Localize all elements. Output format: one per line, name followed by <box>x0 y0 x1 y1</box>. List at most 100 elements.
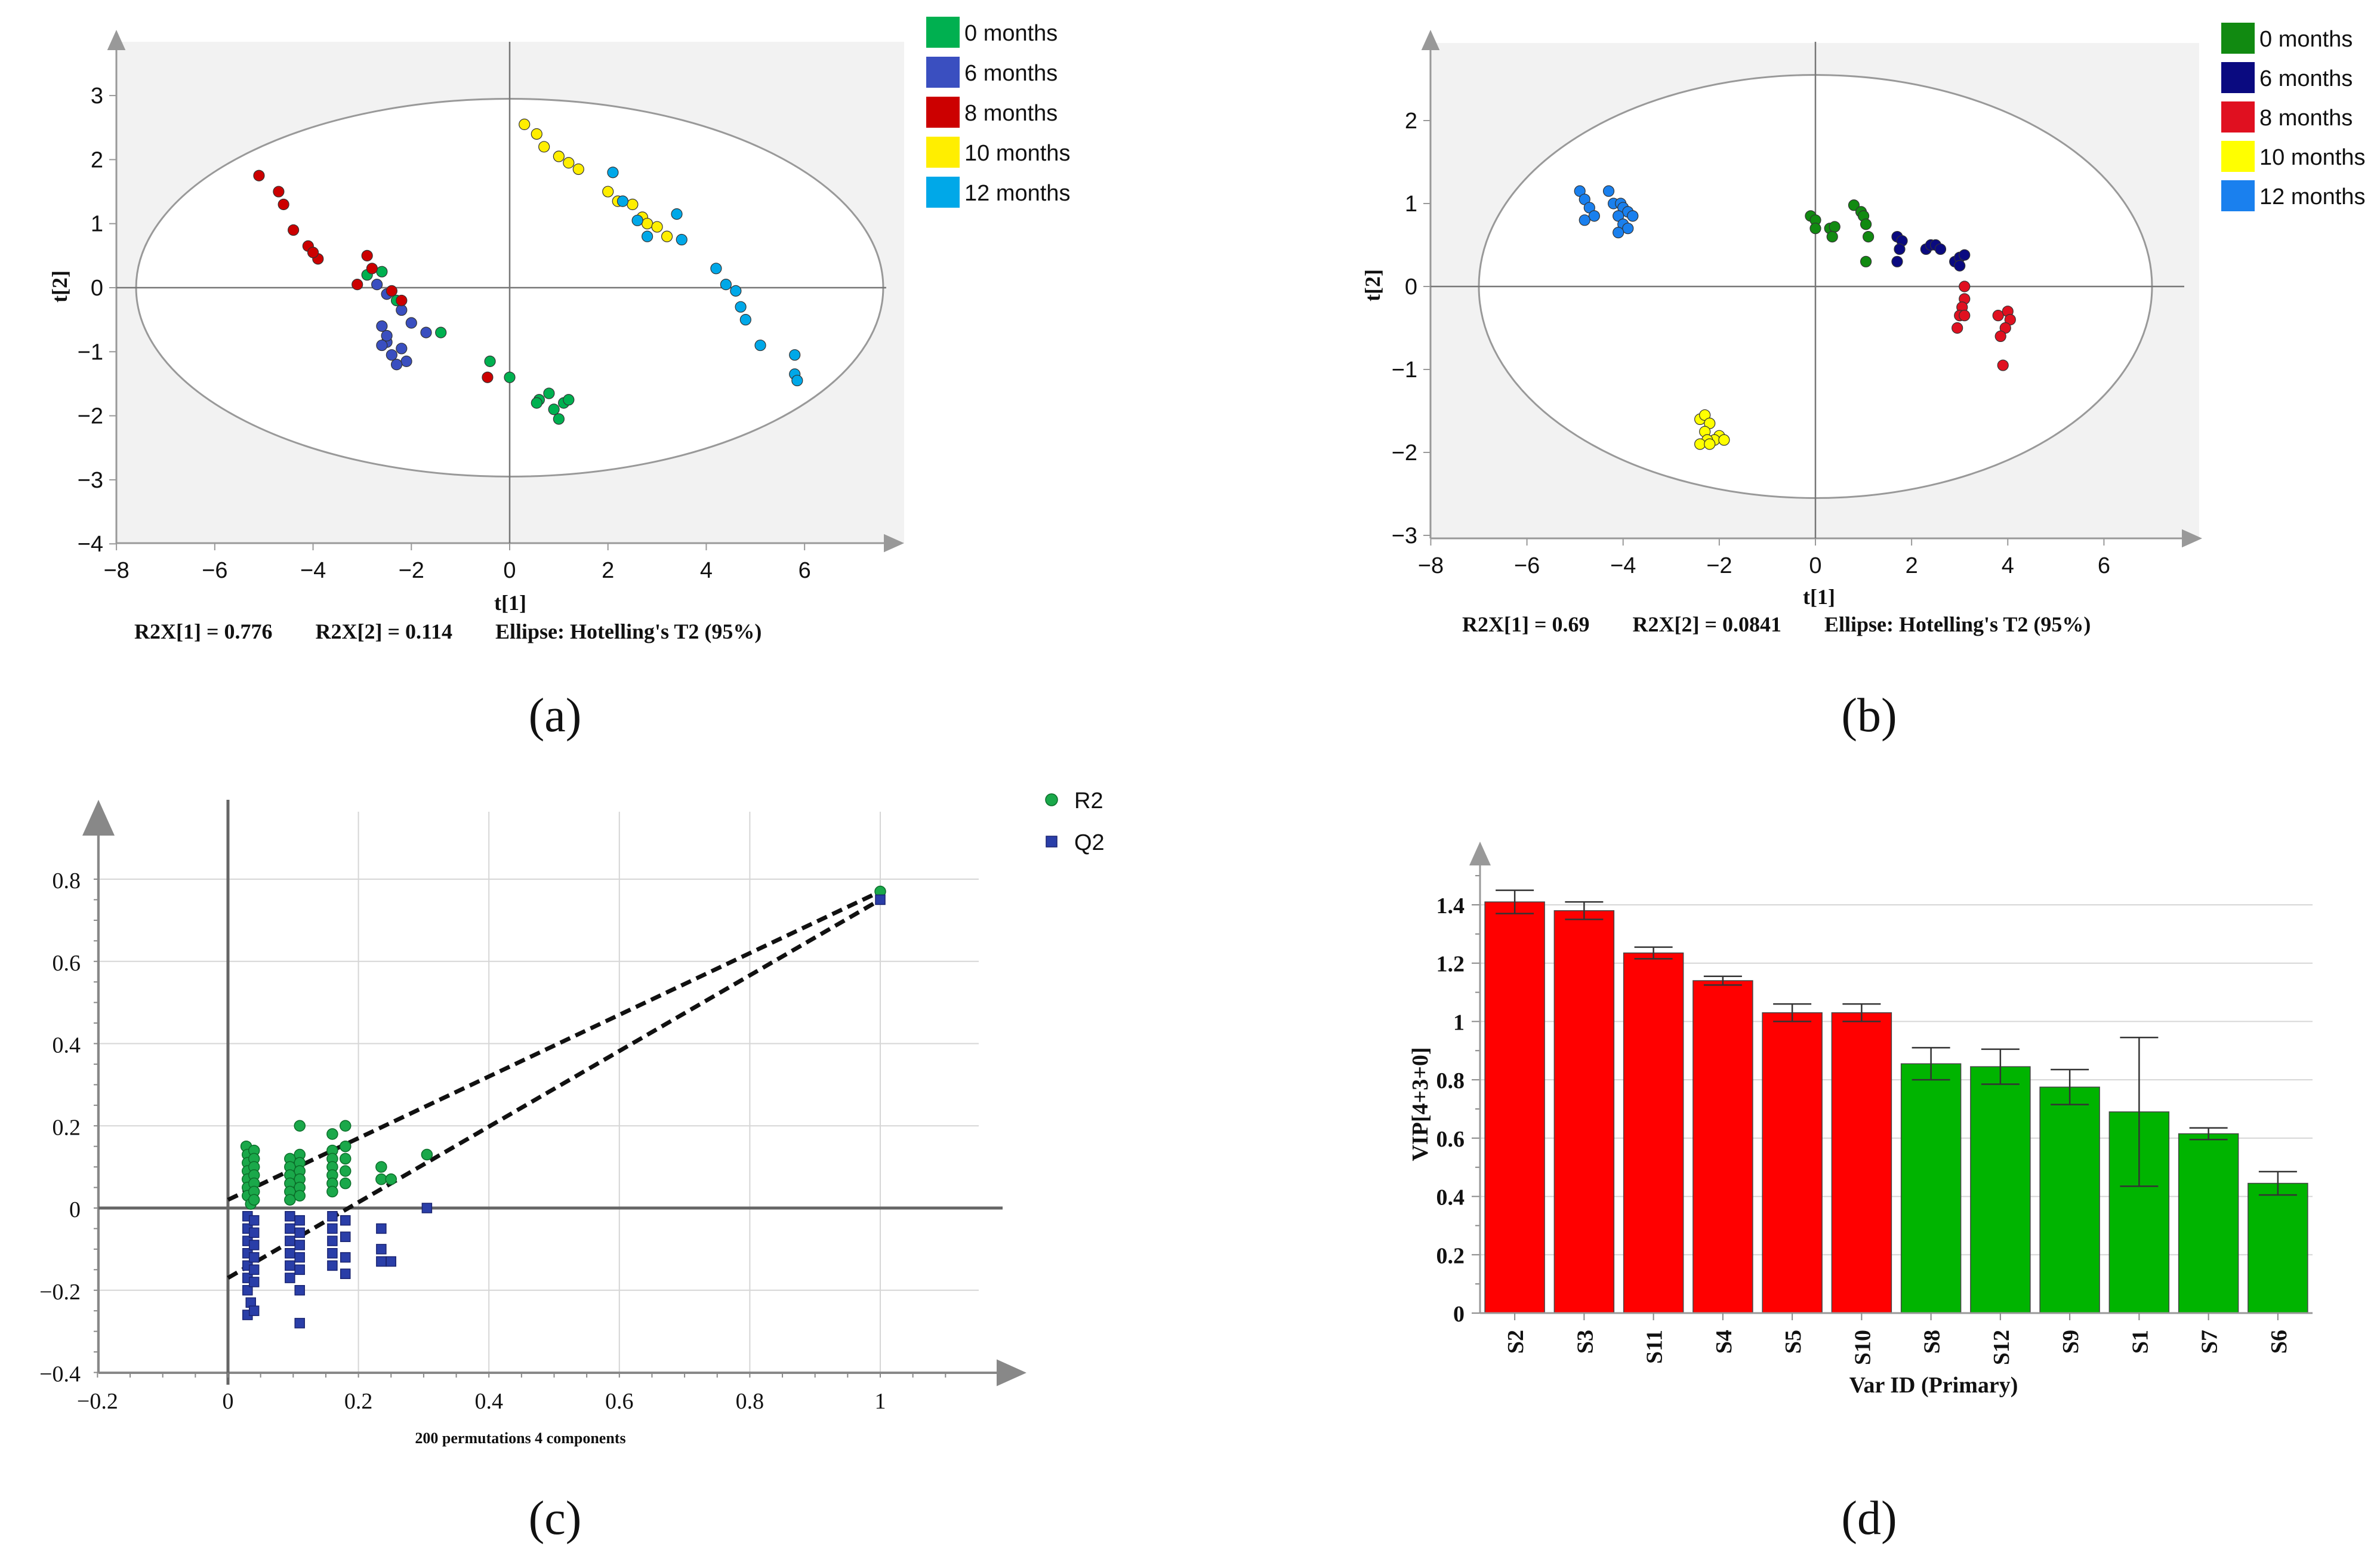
pc-x-tick-label: 1 <box>875 1389 886 1414</box>
pc-point-Q2 <box>327 1248 338 1259</box>
pc-point-R2 <box>248 1194 260 1206</box>
pc-y-axis-arrow <box>82 800 115 836</box>
pb-point-8-months <box>1952 322 1963 334</box>
pa-legend-swatch <box>926 177 960 208</box>
pc-point-Q2 <box>294 1240 305 1250</box>
pa-point-0-months <box>553 413 565 425</box>
pa-y-tick-label: −3 <box>78 468 103 493</box>
pa-point-12-months <box>642 230 653 242</box>
panel-a-footer-stats: R2X[1] = 0.776 R2X[2] = 0.114 Ellipse: H… <box>134 620 762 643</box>
pd-x-tick-label: S2 <box>1503 1330 1528 1354</box>
panel-b-score-plot: −8 −6 −4 −2 0 2 4 6 −3 −2 −1 0 1 2 t[1] t[2] R2X[1] =… <box>1361 23 2365 742</box>
pd-y-tick-label: 0.4 <box>1436 1185 1465 1210</box>
pd-y-tick-label: 1 <box>1453 1010 1465 1035</box>
pa-x-tick-label: 4 <box>700 558 713 583</box>
pc-point-R2 <box>284 1194 296 1206</box>
pd-error-bar-S2 <box>1496 889 1534 914</box>
pb-point-10-months <box>1704 438 1716 450</box>
pa-point-12-months <box>676 233 688 246</box>
pb-legend-swatch <box>2221 23 2255 54</box>
pb-legend-label: 10 months <box>2259 145 2365 170</box>
pd-x-tick-label: S8 <box>1920 1330 1945 1354</box>
pc-point-R2 <box>375 1173 387 1185</box>
pc-point-R2 <box>385 1173 397 1185</box>
pd-y-tick-label: 0.6 <box>1436 1127 1465 1152</box>
pb-y-tick-label: 1 <box>1405 192 1417 217</box>
pb-point-8-months <box>1994 330 2006 343</box>
pd-bar-S9 <box>2039 1086 2100 1314</box>
pc-point-R2 <box>421 1148 433 1161</box>
pd-error-bar-S8 <box>1912 1047 1950 1081</box>
pc-point-Q2 <box>875 894 886 905</box>
panel-b-legend: 0 months 6 months 8 months 10 months 12 mont… <box>2221 23 2365 211</box>
pb-point-8-months <box>1997 359 2009 371</box>
pd-x-tick-label: S11 <box>1642 1330 1667 1364</box>
pb-legend-swatch <box>2221 101 2255 133</box>
pa-point-8-months <box>273 186 285 198</box>
pa-point-8-months <box>366 263 378 275</box>
panel-d-caption: (d) <box>1841 1492 1897 1545</box>
pc-point-Q2 <box>248 1252 260 1263</box>
pb-legend-label: 0 months <box>2259 27 2353 52</box>
pb-point-8-months <box>1959 310 1971 322</box>
pc-point-Q2 <box>285 1235 295 1246</box>
pc-point-Q2 <box>327 1211 338 1222</box>
pa-point-0-months <box>484 355 496 367</box>
pb-y-axis-arrow <box>1421 30 1440 50</box>
pd-y-tick-label: 0.8 <box>1436 1068 1465 1093</box>
pc-point-R2 <box>294 1190 306 1202</box>
pa-point-10-months <box>627 198 639 211</box>
pd-x-tick-label: S6 <box>2267 1330 2292 1354</box>
pa-point-8-months <box>386 285 397 297</box>
pa-point-10-months <box>661 230 673 242</box>
pd-bar-S8 <box>1900 1063 1962 1314</box>
pa-y-tick-label: 0 <box>91 276 103 301</box>
panel-b-y-axis-label: t[2] <box>1361 269 1385 301</box>
panel-a-caption: (a) <box>529 689 582 742</box>
pc-point-Q2 <box>248 1240 260 1250</box>
pa-point-8-months <box>307 247 319 258</box>
pa-legend-label: 10 months <box>964 141 1070 166</box>
pa-point-6-months <box>390 359 403 371</box>
pb-x-tick-label: −4 <box>1610 553 1636 578</box>
pd-error-bar-S11 <box>1634 946 1673 960</box>
pa-point-0-months <box>504 371 516 383</box>
pa-point-6-months <box>376 339 388 352</box>
pc-point-Q2 <box>248 1264 260 1275</box>
pa-x-tick-label: 2 <box>602 558 614 583</box>
pc-point-Q2 <box>248 1305 260 1316</box>
pa-point-6-months <box>386 349 397 361</box>
pb-legend-label: 6 months <box>2259 66 2353 91</box>
panel-b-footer-stats: R2X[1] = 0.69 R2X[2] = 0.0841 Ellipse: H… <box>1462 612 2091 636</box>
pb-x-tick-label: 4 <box>2002 553 2014 578</box>
pc-point-R2 <box>375 1161 387 1173</box>
pd-error-bar-S9 <box>2051 1068 2089 1105</box>
pc-y-tick-label: −0.4 <box>39 1362 81 1387</box>
pa-legend-swatch <box>926 97 960 128</box>
pb-x-tick-label: 2 <box>1906 553 1918 578</box>
pc-x-tick-label: 0.2 <box>344 1389 373 1414</box>
pa-legend-label: 8 months <box>964 101 1058 126</box>
pa-x-tick-label: −8 <box>103 558 129 583</box>
pb-legend-label: 12 months <box>2259 184 2365 209</box>
pd-y-tick-label: 1.2 <box>1436 952 1465 977</box>
pd-error-bar-S6 <box>2258 1170 2297 1196</box>
pc-point-Q2 <box>376 1256 387 1267</box>
pd-error-bar-S1 <box>2120 1037 2159 1187</box>
panel-b-caption: (b) <box>1841 689 1897 742</box>
pd-bar-S3 <box>1553 910 1615 1314</box>
pc-point-Q2 <box>327 1235 338 1246</box>
pd-x-tick-label: S10 <box>1850 1330 1875 1365</box>
pa-point-10-months <box>563 157 575 169</box>
pa-point-6-months <box>396 343 408 355</box>
pc-point-R2 <box>339 1165 352 1177</box>
pc-point-Q2 <box>327 1223 338 1234</box>
pc-point-Q2 <box>340 1252 351 1263</box>
pc-regression-line-R2 <box>227 889 881 1202</box>
pa-point-6-months <box>396 304 408 316</box>
pb-x-axis-arrow <box>2182 529 2202 548</box>
pa-point-6-months <box>376 320 388 332</box>
pd-error-bar-S7 <box>2189 1127 2228 1141</box>
pa-point-12-months <box>789 349 801 361</box>
pa-point-10-months <box>538 141 550 153</box>
